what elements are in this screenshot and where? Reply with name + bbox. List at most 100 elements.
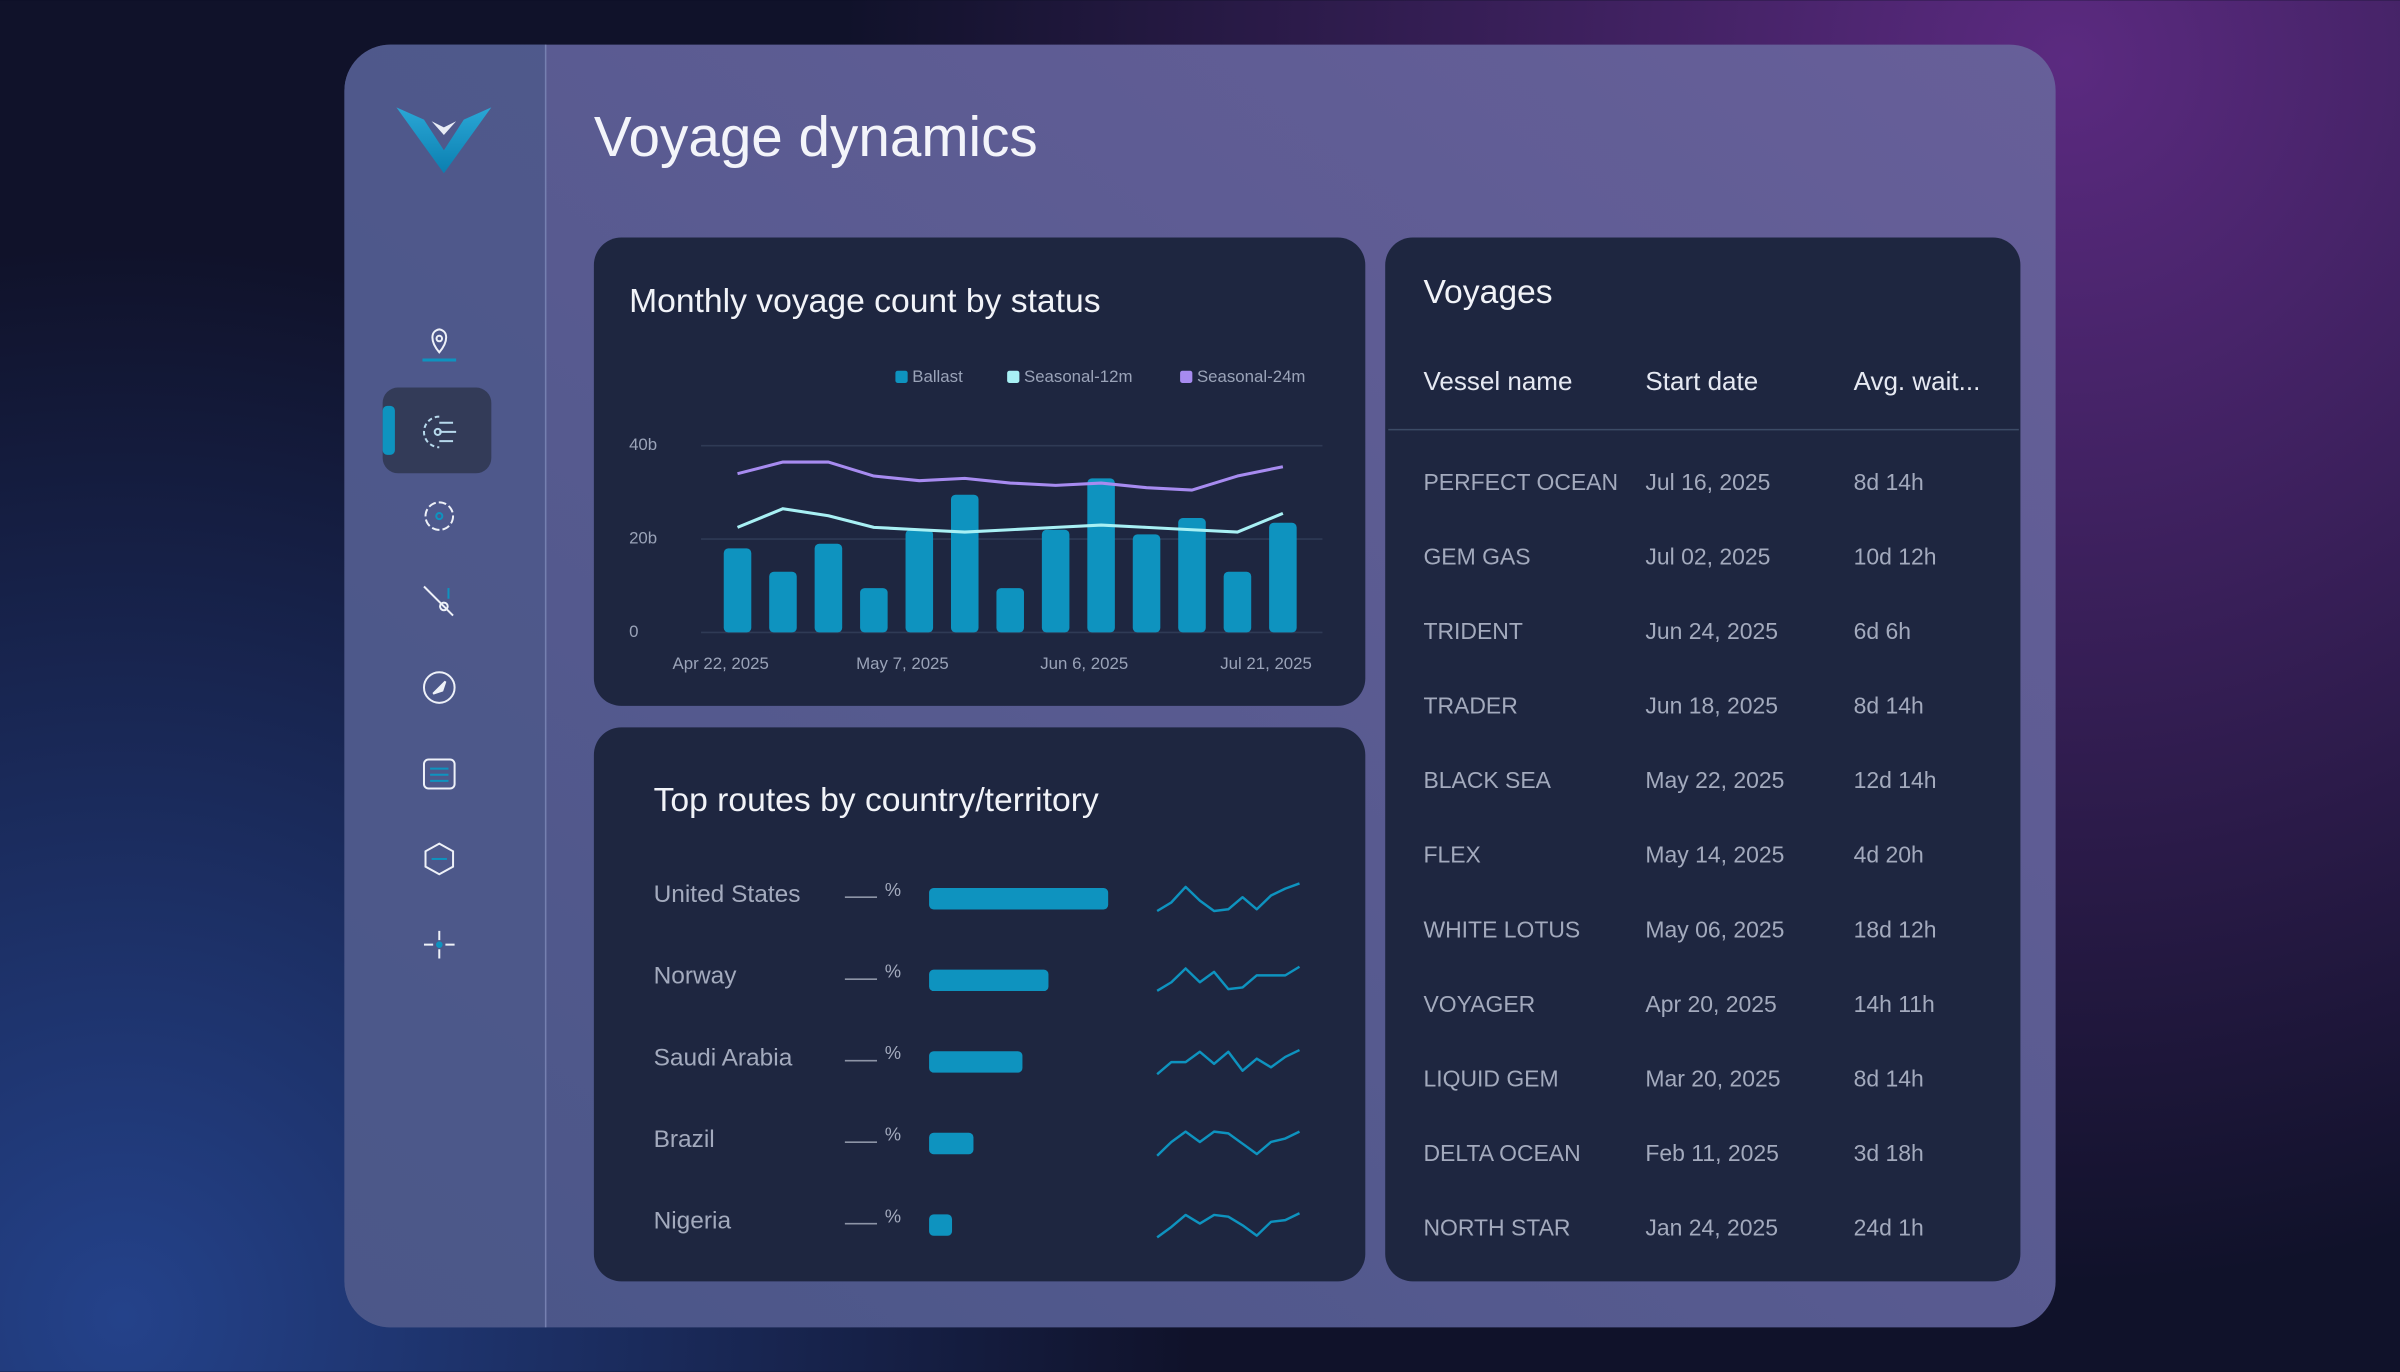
bar [905, 529, 934, 633]
change-label: — [845, 1127, 878, 1154]
nav-document-icon[interactable] [422, 758, 456, 790]
table-cell: NORTH STAR [1423, 1214, 1570, 1240]
bar [929, 1132, 974, 1155]
table-cell: LIQUID GEM [1423, 1065, 1558, 1091]
table-row[interactable]: DELTA OCEAN Feb 11, 2025 3d 18h [1423, 1140, 1923, 1166]
bar [723, 548, 752, 633]
bar [814, 543, 843, 633]
bar [1087, 478, 1115, 633]
change-label: — [845, 1046, 878, 1073]
table-cell: 12d 14h [1854, 767, 1937, 793]
table-cell: 8d 14h [1854, 1065, 1924, 1091]
change-label: — [845, 964, 878, 991]
nav-active-highlight [382, 387, 492, 474]
x-tick-label: May 7, 2025 [856, 654, 949, 673]
voyages-card [1385, 237, 2021, 1282]
bar [929, 888, 1109, 910]
y-tick-label: 40b [629, 435, 657, 454]
line-series [737, 460, 1284, 492]
table-row[interactable]: FLEX May 14, 2025 4d 20h [1423, 842, 1923, 868]
table-cell: VOYAGER [1423, 991, 1535, 1017]
bar [929, 969, 1049, 992]
nav-map-icon[interactable] [422, 328, 457, 362]
table-row[interactable]: WHITE LOTUS May 06, 2025 18d 12h [1423, 916, 1936, 942]
sparkline [1156, 1130, 1301, 1157]
table-cell: 24d 1h [1854, 1214, 1924, 1240]
y-tick-label: 0 [629, 622, 638, 641]
table-cell: Feb 11, 2025 [1645, 1140, 1778, 1166]
line-series [736, 507, 1284, 534]
x-tick-label: Jun 6, 2025 [1040, 654, 1128, 673]
column-header: Vessel name [1423, 366, 1572, 396]
table-title: Voyages [1423, 274, 1552, 311]
legend-swatch [1180, 370, 1193, 383]
unit-label: % [885, 1042, 901, 1063]
change-label: — [845, 1209, 878, 1236]
nav-cross-icon[interactable] [423, 930, 455, 959]
table-cell: Jun 18, 2025 [1645, 693, 1778, 719]
nav-target-icon[interactable] [424, 501, 455, 531]
table-cell: Jul 16, 2025 [1645, 469, 1770, 495]
unit-label: % [885, 1205, 901, 1226]
bar [1269, 522, 1297, 633]
sparkline [1156, 965, 1301, 992]
x-tick-label: Jul 21, 2025 [1220, 654, 1312, 673]
page-title: Voyage dynamics [594, 106, 1038, 169]
sidebar-icons [382, 328, 492, 959]
bar [1223, 571, 1252, 633]
bar [996, 588, 1024, 633]
table-row[interactable]: GEM GAS Jul 02, 2025 10d 12h [1423, 544, 1936, 570]
row-label: Nigeria [654, 1207, 732, 1234]
table-cell: DELTA OCEAN [1423, 1140, 1580, 1166]
unit-label: % [885, 1124, 901, 1145]
table-row[interactable]: PERFECT OCEAN Jul 16, 2025 8d 14h [1423, 469, 1923, 495]
table-cell: 10d 12h [1854, 544, 1937, 570]
nav-hex-icon[interactable] [424, 842, 455, 876]
chart-title: Monthly voyage count by status [629, 283, 1100, 320]
bar [1132, 534, 1161, 633]
bar [1041, 529, 1070, 633]
table-row[interactable]: LIQUID GEM Mar 20, 2025 8d 14h [1423, 1065, 1923, 1091]
table-cell: TRADER [1423, 693, 1517, 719]
change-label: — [845, 883, 878, 910]
y-tick-label: 20b [629, 529, 657, 548]
content: 40b 20b 0 Apr 22, 2025 May 7, 2025 Jun 6, 202… [629, 366, 1980, 1241]
nav-tools-icon[interactable] [423, 585, 454, 617]
nav-routes-icon[interactable] [423, 415, 457, 449]
table-row[interactable]: NORTH STAR Jan 24, 2025 24d 1h [1423, 1214, 1923, 1240]
row-label: United States [654, 881, 801, 908]
legend-label: Seasonal-24m [1197, 367, 1306, 386]
table-row[interactable]: BLACK SEA May 22, 2025 12d 14h [1423, 767, 1936, 793]
sparkline [1156, 1048, 1301, 1076]
row-label: Brazil [654, 1126, 715, 1153]
table-cell: PERFECT OCEAN [1423, 469, 1618, 495]
bar [1178, 518, 1206, 633]
nav-active-indicator [382, 405, 395, 455]
bar [860, 588, 888, 633]
legend-label: Seasonal-12m [1024, 367, 1133, 386]
logo[interactable] [396, 107, 492, 174]
table-cell: 6d 6h [1854, 618, 1911, 644]
column-header: Start date [1645, 366, 1758, 396]
legend-item: Seasonal-12m [1007, 367, 1132, 386]
chart-title: Top routes by country/territory [654, 782, 1099, 819]
table-row[interactable]: TRADER Jun 18, 2025 8d 14h [1423, 693, 1923, 719]
unit-label: % [885, 961, 901, 982]
sparkline [1156, 1212, 1301, 1239]
table-cell: 3d 18h [1854, 1140, 1924, 1166]
bar [929, 1051, 1023, 1073]
nav-compass-icon[interactable] [422, 671, 456, 704]
bar [769, 571, 797, 633]
table-cell: Jul 02, 2025 [1645, 544, 1770, 570]
table-cell: Mar 20, 2025 [1645, 1065, 1780, 1091]
row-label: Saudi Arabia [654, 1044, 793, 1071]
table-cell: Jan 24, 2025 [1645, 1214, 1778, 1240]
table-row[interactable]: TRIDENT Jun 24, 2025 6d 6h [1423, 618, 1911, 644]
sparkline [1156, 882, 1300, 913]
table-row[interactable]: VOYAGER Apr 20, 2025 14h 11h [1423, 991, 1934, 1017]
x-tick-label: Apr 22, 2025 [672, 654, 768, 673]
table-cell: TRIDENT [1423, 618, 1522, 644]
unit-label: % [885, 879, 901, 900]
